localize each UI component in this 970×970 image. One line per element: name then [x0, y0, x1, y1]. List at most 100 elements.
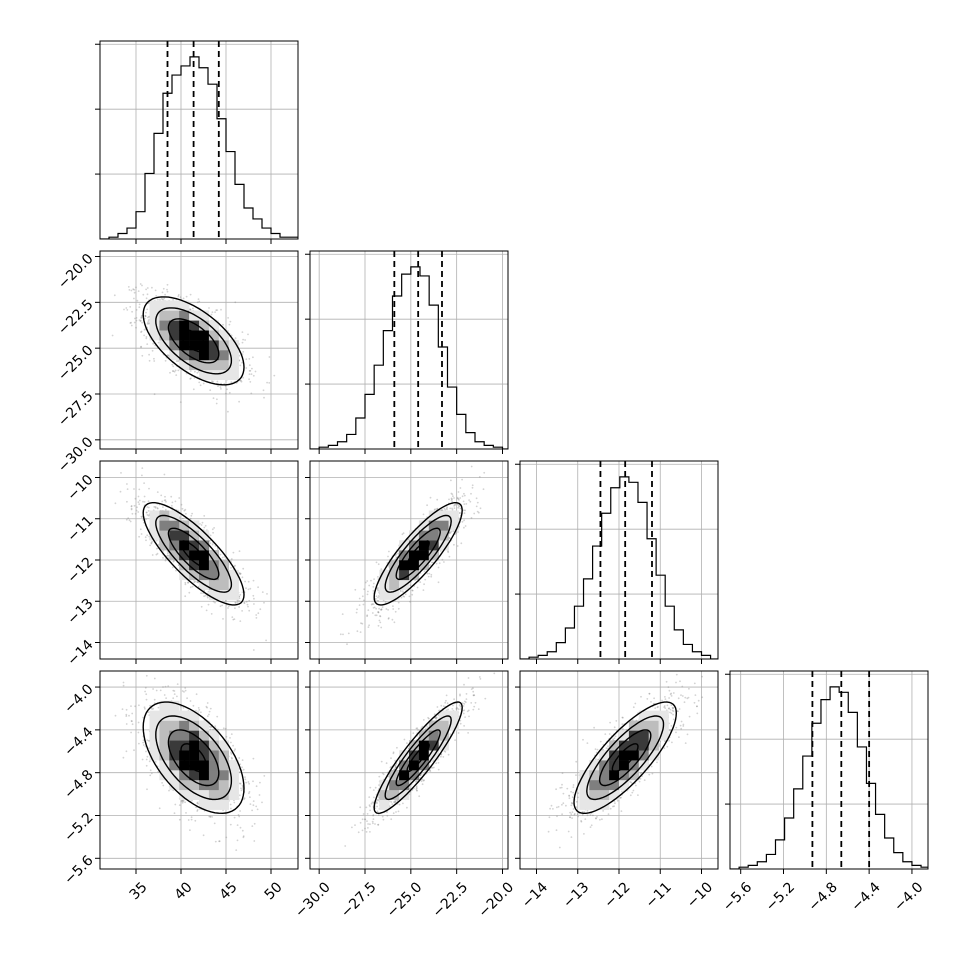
- scatter-point: [141, 354, 144, 357]
- scatter-point: [455, 532, 457, 535]
- scatter-point: [196, 810, 199, 812]
- scatter-point: [141, 474, 143, 477]
- density-cell: [179, 760, 190, 771]
- scatter-point: [198, 300, 201, 303]
- scatter-point: [180, 503, 183, 506]
- scatter-point: [237, 814, 240, 816]
- scatter-point: [448, 555, 451, 558]
- density-cell: [159, 770, 170, 781]
- scatter-point: [370, 579, 372, 582]
- density-cell: [199, 770, 210, 781]
- scatter-point: [247, 605, 249, 608]
- scatter-point: [164, 495, 166, 498]
- scatter-point: [172, 697, 175, 700]
- scatter-point: [140, 346, 142, 349]
- scatter-point: [211, 311, 214, 314]
- density-cell: [609, 789, 620, 800]
- scatter-point: [182, 800, 184, 803]
- density-cell: [218, 740, 229, 751]
- scatter-point: [678, 708, 681, 710]
- histogram-panel-p2: [515, 460, 719, 664]
- scatter-point: [240, 789, 243, 792]
- density-cell: [169, 320, 180, 331]
- scatter-point: [125, 713, 128, 716]
- scatter-point: [382, 818, 385, 821]
- tick-label-y: −14: [64, 637, 96, 669]
- scatter-point: [443, 561, 445, 563]
- scatter-point: [210, 313, 213, 316]
- density-cell: [228, 369, 239, 380]
- scatter-point: [473, 512, 476, 515]
- scatter-point: [141, 467, 144, 469]
- scatter-point: [680, 720, 683, 723]
- scatter-point: [619, 797, 622, 799]
- scatter-point: [381, 772, 384, 775]
- scatter-point: [173, 370, 176, 373]
- scatter-point: [463, 700, 466, 703]
- scatter-point: [648, 692, 651, 695]
- scatter-point: [374, 786, 377, 789]
- scatter-point: [191, 799, 193, 802]
- scatter-point: [451, 708, 454, 710]
- scatter-point: [255, 617, 258, 619]
- scatter-point: [154, 506, 157, 509]
- scatter-point: [364, 818, 367, 821]
- scatter-point: [457, 497, 460, 500]
- scatter-point: [368, 804, 371, 807]
- scatter-point: [144, 536, 147, 539]
- scatter-point: [650, 765, 653, 768]
- scatter-point: [377, 799, 380, 801]
- scatter-point: [197, 803, 200, 805]
- scatter-point: [596, 816, 598, 818]
- scatter-point: [467, 677, 470, 679]
- scatter-point: [248, 370, 251, 372]
- scatter-point: [142, 293, 145, 296]
- histogram-step-line: [310, 266, 508, 449]
- scatter-point: [181, 690, 184, 692]
- scatter-point: [363, 588, 365, 591]
- density-cell: [218, 369, 229, 380]
- scatter-point: [129, 520, 132, 523]
- scatter-point: [369, 809, 371, 812]
- scatter-point: [472, 687, 474, 690]
- scatter-point: [254, 370, 257, 373]
- scatter-point: [247, 333, 249, 336]
- scatter-point: [241, 576, 244, 579]
- density-cell: [619, 740, 630, 751]
- scatter-point: [238, 757, 241, 759]
- scatter-point: [680, 727, 683, 730]
- scatter-point: [444, 701, 447, 704]
- density-cell: [169, 520, 180, 531]
- scatter-point: [174, 803, 177, 806]
- scatter-point: [421, 778, 424, 781]
- density-cell: [169, 300, 180, 311]
- tick-label-y: −5.2: [61, 810, 96, 845]
- scatter-point: [125, 715, 128, 717]
- density-cell: [228, 589, 239, 600]
- scatter-point: [241, 331, 244, 333]
- scatter-point: [198, 381, 201, 384]
- scatter-point: [639, 777, 642, 780]
- density-cell: [418, 730, 430, 741]
- scatter-point: [684, 696, 687, 699]
- scatter-point: [471, 486, 474, 489]
- scatter-point: [235, 849, 238, 851]
- scatter-point: [688, 715, 691, 718]
- scatter-point: [189, 308, 192, 311]
- scatter-point: [430, 573, 433, 576]
- scatter-point: [371, 801, 374, 804]
- density-cell: [189, 560, 200, 571]
- scatter-point: [147, 506, 150, 509]
- scatter-point: [468, 499, 470, 501]
- scatter-point: [196, 802, 199, 805]
- scatter-point: [122, 684, 125, 687]
- scatter-point: [418, 795, 421, 798]
- density-cell: [189, 740, 200, 751]
- scatter-point: [200, 592, 203, 595]
- scatter-point: [212, 531, 215, 534]
- scatter-point: [249, 369, 252, 372]
- scatter-point: [151, 554, 154, 556]
- scatter-point: [377, 596, 379, 599]
- scatter-point: [248, 599, 251, 602]
- scatter-point: [183, 509, 186, 512]
